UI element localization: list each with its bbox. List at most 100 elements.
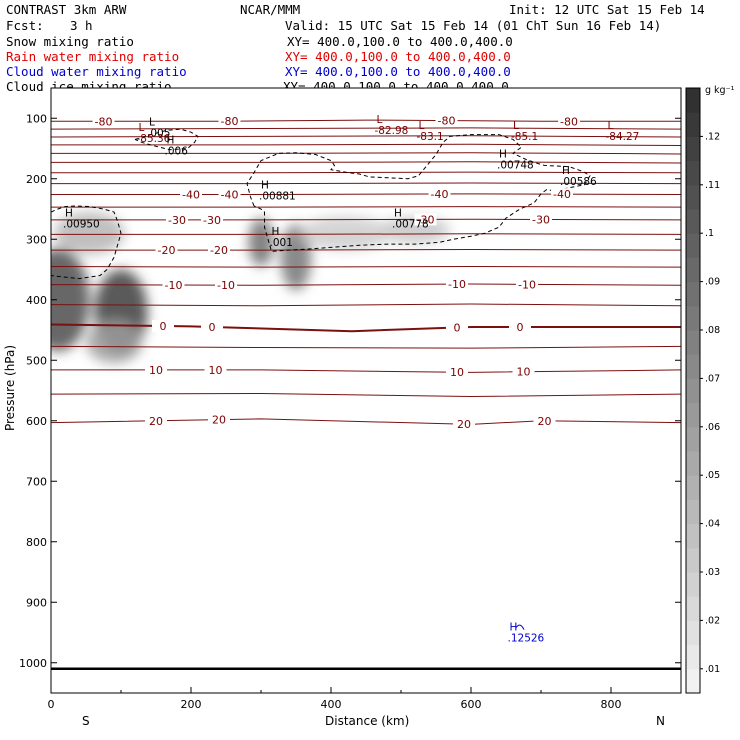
x-axis-label: Distance (km) — [325, 714, 409, 728]
cloud-ice-contour — [51, 205, 122, 280]
snow-blob — [299, 216, 391, 251]
isotherm-line — [51, 345, 681, 349]
extremum-marker: L — [139, 122, 145, 134]
colorbar-tick-label: .05 — [705, 470, 720, 481]
snow-shading-layer — [51, 212, 450, 364]
isotherm-label-bg — [204, 363, 227, 376]
isotherm-line — [51, 303, 681, 307]
cloud-ice-contour — [134, 128, 199, 151]
colorbar-swatch — [686, 305, 700, 331]
cloud-ice-contour — [246, 134, 591, 252]
colorbar-swatch — [686, 233, 700, 258]
isotherm-label: -30 — [203, 214, 221, 227]
extremum-value: .00881 — [259, 190, 296, 202]
extremum-marker: L — [608, 120, 614, 132]
valid-time: Valid: 15 UTC Sat 15 Feb 14 (01 ChT Sun … — [285, 18, 661, 33]
extremum-value: .00748 — [497, 160, 534, 172]
isotherm-label: -80 — [95, 115, 113, 128]
extremum-marker: H — [510, 622, 518, 634]
x-tick-label: 400 — [321, 698, 342, 711]
isotherm-label: 10 — [209, 364, 223, 377]
x-tick-label: 600 — [461, 698, 482, 711]
snow-blob — [280, 224, 312, 291]
y-tick-label: 200 — [26, 173, 47, 186]
isotherm-label: 20 — [538, 415, 552, 428]
plot-area: -80 -80 -80 -80-40 -40 -40 -40-30 -30 -30 -30-20-… — [50, 87, 682, 694]
contour-label-layer: -80 -80 -80 -80-40 -40 -40 -40-30 -30 -30 -30-20-… — [92, 114, 580, 431]
colorbar-swatch — [686, 572, 700, 597]
isotherm-label: -10 — [165, 279, 183, 292]
isotherm-label: -40 — [182, 188, 200, 201]
field-xy-cloud-water: XY= 400.0,100.0 to 400.0,400.0 — [285, 64, 511, 79]
isotherm-line — [51, 283, 681, 286]
isotherm-label-bg — [92, 115, 115, 128]
extremum-value: .00950 — [63, 218, 100, 230]
extremum-marker: H — [499, 149, 507, 161]
extremum-marker: L — [513, 120, 519, 132]
colorbar-swatch — [686, 596, 700, 621]
isotherm-label: -20 — [158, 244, 176, 257]
isotherm-label-bg — [180, 188, 202, 201]
extremum-marker: H — [261, 179, 269, 191]
colorbar-swatch — [686, 668, 700, 694]
isotherm-label: 0 — [160, 320, 167, 333]
colorbar-tick-label: .09 — [705, 277, 720, 288]
colorbar-frame — [685, 87, 701, 694]
colorbar-tick-label: .11 — [705, 180, 720, 191]
y-tick-label: 500 — [26, 354, 47, 367]
isotherm-label: 20 — [457, 418, 471, 431]
extremum-value: -85.36 — [137, 133, 171, 145]
isotherm-label: -30 — [417, 213, 435, 226]
isotherm-label-bg — [446, 278, 468, 291]
isotherm-label-bg — [215, 279, 237, 292]
colorbar-swatch — [686, 475, 700, 500]
isotherm-label: 10 — [450, 366, 464, 379]
isotherm-line — [51, 143, 681, 146]
extrema-label-layer: L-85.36L-82.98 L-83.1L-85.1L-84.27L.005H.… — [63, 114, 639, 645]
y-tick-label: 900 — [26, 596, 47, 609]
extremum-value: -82.98 — [375, 125, 409, 137]
isotherm-line — [51, 161, 681, 164]
colorbar-swatch — [686, 209, 700, 234]
isotherm-line — [51, 127, 681, 130]
isotherm-label-bg — [145, 363, 167, 376]
isotherm-label: -10 — [217, 279, 235, 292]
isotherm-label-bg — [201, 213, 223, 226]
forecast-label: Fcst: — [6, 18, 44, 33]
field-name-snow: Snow mixing ratio — [6, 34, 134, 49]
isotherm-label: 20 — [212, 414, 226, 427]
isotherm-label-bg — [446, 321, 468, 334]
y-tick-label: 700 — [26, 475, 47, 488]
isotherm-label-bg — [509, 320, 531, 333]
extremum-value: -85.1 — [511, 131, 538, 143]
isotherm-label: 10 — [517, 366, 531, 379]
isotherm-label-bg — [435, 114, 458, 127]
extremum-marker: L — [419, 120, 425, 132]
y-tick-label: 800 — [26, 536, 47, 549]
extremum-marker: L — [377, 114, 383, 126]
y-axis-label: Pressure (hPa) — [3, 345, 17, 431]
colorbar-tick-label: .06 — [705, 422, 720, 433]
extremum-marker: H — [272, 226, 280, 238]
x-axis: 0 200 400 600 800 — [48, 687, 622, 711]
isotherm-label-bg — [551, 188, 573, 201]
colorbar-swatch — [686, 547, 700, 573]
isotherm-label: 20 — [149, 415, 163, 428]
north-end-label: N — [656, 714, 665, 728]
isotherm-label: 0 — [209, 321, 216, 334]
isotherm-label: -40 — [553, 188, 571, 201]
extremum-marker: H — [167, 135, 175, 147]
isotherm-label-bg — [162, 278, 185, 291]
colorbar-swatch — [686, 378, 700, 404]
y-tick-label: 300 — [26, 233, 47, 246]
x-tick-label: 0 — [48, 698, 55, 711]
isotherm-line — [51, 265, 681, 268]
colorbar-swatch — [686, 354, 700, 379]
colorbar-swatch — [686, 88, 700, 113]
y-tick-label: 600 — [26, 415, 47, 428]
isotherm-line — [51, 218, 681, 221]
model-title: CONTRAST 3km ARW — [6, 2, 127, 17]
colorbar-tick-label: .04 — [705, 519, 720, 530]
